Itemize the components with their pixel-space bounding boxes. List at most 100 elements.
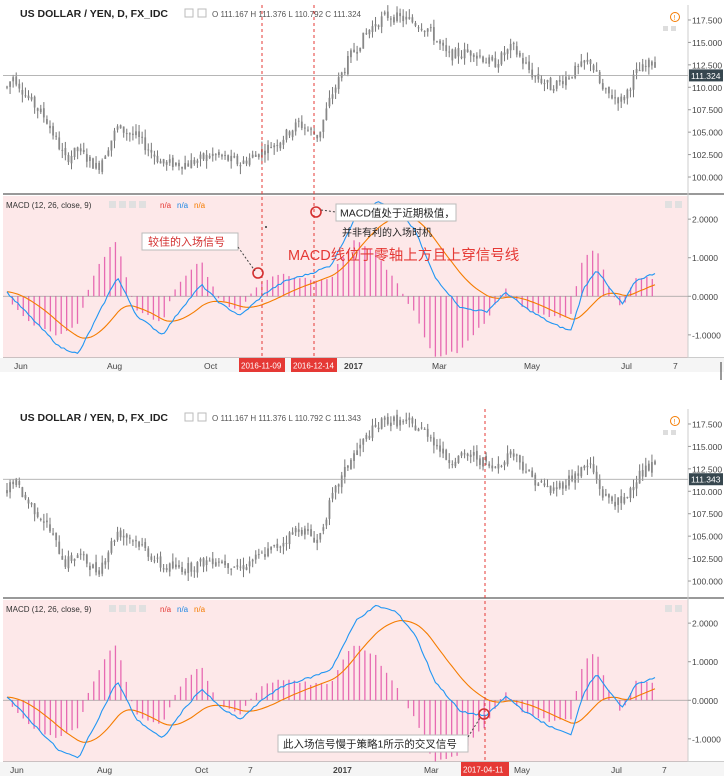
candle-body: [549, 77, 552, 91]
candle-body: [193, 570, 196, 572]
candle-body: [491, 56, 494, 61]
price-tick-label: 115.000: [692, 442, 722, 452]
candle-body: [147, 149, 150, 151]
annotation-dot: [265, 226, 267, 228]
candle-body: [417, 27, 420, 29]
candle-body: [506, 49, 509, 54]
entry-marker: [478, 708, 490, 720]
candle-body: [319, 131, 322, 138]
candle-body: [454, 461, 457, 467]
macd-control-icon[interactable]: [129, 201, 136, 208]
chart-panel-2: 117.500 115.000 112.500 110.000 107.500 105.0…: [0, 409, 724, 776]
candle-body: [386, 11, 389, 19]
candle-body: [227, 155, 230, 161]
macd-tick-label: -1.0000: [692, 734, 721, 744]
candle-body: [107, 552, 110, 563]
macd-control-icon[interactable]: [119, 605, 126, 612]
macd-control-icon[interactable]: [139, 201, 146, 208]
candle-body: [24, 494, 27, 499]
candle-body: [586, 59, 589, 62]
extreme-marker: [310, 206, 322, 218]
candle-body: [310, 529, 312, 536]
candle-body: [343, 71, 346, 74]
candle-body: [190, 562, 193, 572]
panel-icon[interactable]: [671, 430, 676, 435]
candle-body: [436, 41, 438, 43]
candle-body: [368, 29, 371, 35]
candle-body: [457, 48, 460, 57]
candle-body: [52, 533, 54, 535]
candle-body: [626, 497, 629, 499]
candle-body: [236, 565, 239, 567]
candle-body: [386, 416, 389, 425]
candle-body: [24, 95, 27, 97]
candle-body: [503, 462, 506, 466]
x-tick-label: Jun: [14, 361, 28, 371]
candle-body: [552, 88, 555, 91]
candle-body: [644, 65, 647, 67]
candle-body: [303, 528, 306, 535]
macd-tick-label: 0.0000: [692, 292, 718, 302]
candle-body: [448, 460, 451, 464]
candle-body: [119, 125, 122, 129]
candle-body: [359, 47, 362, 52]
alert-icon[interactable]: [670, 12, 680, 22]
candle-body: [475, 450, 478, 460]
candle-body: [264, 150, 266, 155]
candle-body: [58, 541, 61, 554]
candle-body: [12, 77, 15, 82]
macd-control-icon[interactable]: [139, 605, 146, 612]
candle-body: [393, 416, 395, 422]
candle-body: [42, 108, 45, 118]
candle-body: [205, 560, 208, 566]
panel-icon[interactable]: [663, 26, 668, 31]
macd-pane-icon[interactable]: [675, 605, 682, 612]
candle-body: [592, 65, 595, 71]
candle-body: [442, 42, 444, 46]
candle-body: [334, 485, 337, 493]
candle-body: [55, 532, 58, 541]
macd-control-icon[interactable]: [109, 201, 116, 208]
candle-body: [61, 149, 64, 151]
candle-body: [261, 149, 263, 158]
candle-body: [565, 76, 567, 86]
candle-body: [534, 474, 537, 486]
candle-body: [608, 86, 610, 94]
candle-body: [598, 478, 601, 489]
alert-icon[interactable]: [670, 416, 680, 426]
candle-body: [291, 130, 294, 138]
candle-body: [368, 435, 371, 439]
candle-body: [568, 475, 570, 486]
candle-body: [30, 503, 33, 505]
macd-control-icon[interactable]: [119, 201, 126, 208]
candle-body: [297, 120, 300, 122]
macd-control-icon[interactable]: [129, 605, 136, 612]
candle-body: [472, 54, 475, 57]
candle-body: [411, 417, 414, 424]
signal-line: [6, 620, 656, 743]
alert-icon-glyph: !: [674, 15, 676, 22]
candle-body: [528, 61, 530, 70]
candle-body: [460, 56, 463, 59]
candle-body: [383, 12, 386, 15]
candle-body: [116, 531, 119, 540]
candle-body: [540, 78, 543, 84]
macd-pane-icon[interactable]: [665, 201, 672, 208]
alert-icon-glyph: !: [674, 419, 676, 426]
macd-pane-icon[interactable]: [675, 201, 682, 208]
candle-body: [36, 512, 39, 517]
candle-body: [506, 453, 509, 465]
candle-body: [635, 68, 638, 74]
candle-body: [383, 417, 386, 420]
candle-body: [592, 464, 595, 473]
panel-icon[interactable]: [671, 26, 676, 31]
candle-body: [36, 108, 39, 111]
candle-body: [276, 543, 279, 548]
macd-pane-icon[interactable]: [665, 605, 672, 612]
candle-body: [629, 89, 632, 91]
candle-body: [334, 87, 337, 93]
macd-control-icon[interactable]: [109, 605, 116, 612]
candle-body: [9, 482, 11, 493]
panel-icon[interactable]: [663, 430, 668, 435]
